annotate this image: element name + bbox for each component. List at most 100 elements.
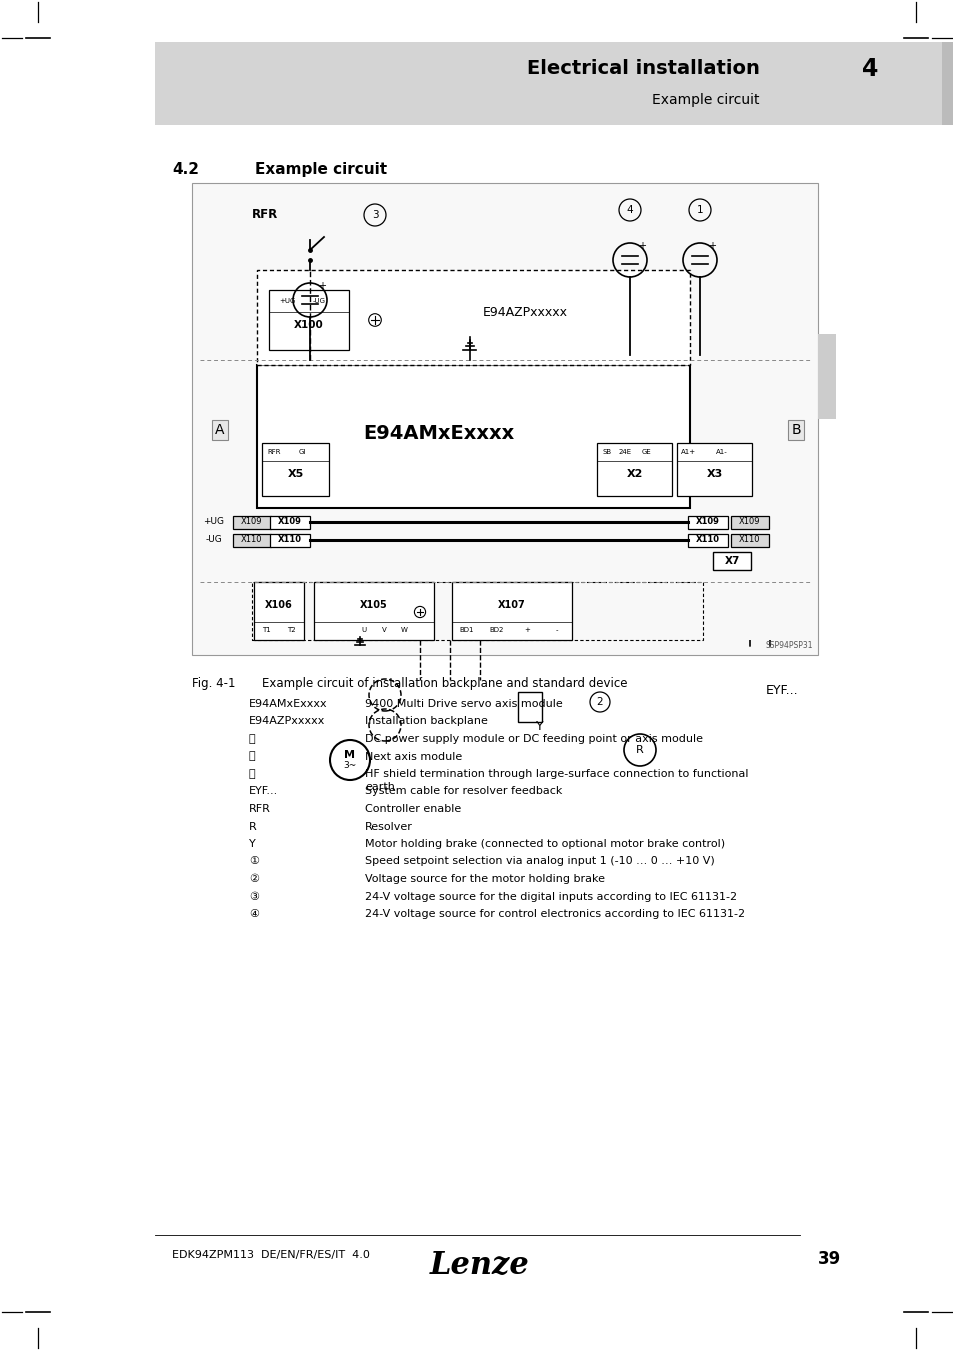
Bar — [730, 533, 768, 547]
Bar — [269, 290, 349, 350]
Text: SSP94PSP31: SSP94PSP31 — [764, 641, 812, 649]
Text: ⌰: ⌰ — [249, 769, 255, 779]
Text: X107: X107 — [497, 599, 525, 610]
Text: 3~: 3~ — [343, 761, 356, 771]
Text: +UG: +UG — [203, 517, 224, 526]
Bar — [517, 693, 541, 722]
Text: +: + — [523, 626, 529, 633]
Text: M: M — [344, 751, 355, 760]
Text: Next axis module: Next axis module — [365, 752, 462, 761]
Text: X110: X110 — [696, 536, 720, 544]
Text: EYF...: EYF... — [764, 683, 797, 697]
Text: X109: X109 — [696, 517, 720, 526]
Bar — [262, 443, 329, 495]
Bar — [233, 516, 271, 528]
Text: RFR: RFR — [249, 805, 271, 814]
Bar — [256, 364, 689, 508]
Text: W: W — [400, 626, 407, 633]
Text: 4: 4 — [861, 57, 878, 81]
Text: 9400 Multi Drive servo axis module: 9400 Multi Drive servo axis module — [365, 699, 562, 709]
Text: X110: X110 — [277, 536, 302, 544]
Text: ①: ① — [249, 856, 258, 867]
Bar — [687, 516, 727, 528]
Bar — [270, 533, 310, 547]
Text: GE: GE — [641, 450, 651, 455]
Text: X2: X2 — [626, 468, 642, 479]
Bar — [253, 582, 304, 640]
Bar — [256, 270, 689, 364]
Text: T1: T1 — [262, 626, 271, 633]
Bar — [252, 582, 702, 640]
Text: X109: X109 — [241, 517, 262, 526]
Text: Resolver: Resolver — [365, 822, 413, 832]
Text: Motor holding brake (connected to optional motor brake control): Motor holding brake (connected to option… — [365, 838, 724, 849]
Text: X7: X7 — [723, 556, 739, 566]
Text: Fig. 4-1: Fig. 4-1 — [192, 676, 235, 690]
Text: E94AMxExxxx: E94AMxExxxx — [363, 424, 514, 443]
Text: +: + — [317, 281, 326, 292]
Text: Installation backplane: Installation backplane — [365, 717, 487, 726]
Text: EDK94ZPM113  DE/EN/FR/ES/IT  4.0: EDK94ZPM113 DE/EN/FR/ES/IT 4.0 — [172, 1250, 370, 1260]
Text: ②: ② — [249, 873, 258, 884]
Bar — [687, 533, 727, 547]
Text: 2: 2 — [596, 697, 602, 707]
Text: DC power supply module or DC feeding point or axis module: DC power supply module or DC feeding poi… — [365, 734, 702, 744]
Text: Electrical installation: Electrical installation — [527, 59, 760, 78]
Text: BD2: BD2 — [489, 626, 503, 633]
Text: 4.2: 4.2 — [172, 162, 199, 177]
Text: B: B — [790, 423, 800, 437]
Text: GI: GI — [298, 450, 305, 455]
Text: EYF...: EYF... — [249, 787, 278, 796]
Text: X106: X106 — [265, 599, 293, 610]
Text: +: + — [707, 242, 716, 251]
Bar — [730, 516, 768, 528]
Text: Example circuit: Example circuit — [652, 93, 760, 107]
Text: RFR: RFR — [252, 208, 278, 221]
Text: E94AMxExxxx: E94AMxExxxx — [249, 699, 327, 709]
Bar — [597, 443, 671, 495]
Text: Ⓑ: Ⓑ — [249, 752, 255, 761]
Text: E94AZPxxxxx: E94AZPxxxxx — [482, 306, 567, 319]
Text: Example circuit of installation backplane and standard device: Example circuit of installation backplan… — [262, 676, 627, 690]
Text: X100: X100 — [294, 320, 323, 329]
Text: Voltage source for the motor holding brake: Voltage source for the motor holding bra… — [365, 873, 604, 884]
Text: A1+: A1+ — [680, 450, 696, 455]
Text: -UG: -UG — [206, 536, 222, 544]
Text: RFR: RFR — [267, 450, 280, 455]
Text: 24E: 24E — [618, 450, 631, 455]
Text: SB: SB — [601, 450, 611, 455]
Text: X3: X3 — [705, 468, 721, 479]
Bar — [192, 184, 817, 655]
Text: Y: Y — [536, 721, 543, 733]
Text: X110: X110 — [739, 536, 760, 544]
Text: earth: earth — [365, 782, 395, 792]
Text: +UG: +UG — [278, 298, 294, 304]
Text: BD1: BD1 — [459, 626, 474, 633]
Bar — [270, 516, 310, 528]
Text: X109: X109 — [739, 517, 760, 526]
Text: T2: T2 — [287, 626, 295, 633]
Text: 39: 39 — [818, 1250, 841, 1268]
Text: X109: X109 — [277, 517, 301, 526]
Text: A: A — [215, 423, 225, 437]
Text: Ⓐ: Ⓐ — [249, 734, 255, 744]
Text: System cable for resolver feedback: System cable for resolver feedback — [365, 787, 561, 796]
Text: Lenze: Lenze — [430, 1250, 529, 1281]
Text: 1: 1 — [696, 205, 702, 215]
Bar — [817, 333, 835, 418]
Text: Example circuit: Example circuit — [254, 162, 387, 177]
Bar — [941, 42, 953, 126]
Text: X5: X5 — [287, 468, 303, 479]
Text: 4: 4 — [626, 205, 633, 215]
Text: A1-: A1- — [716, 450, 727, 455]
Text: +: + — [638, 242, 645, 251]
Text: -UG: -UG — [313, 298, 325, 304]
Text: R: R — [249, 822, 256, 832]
Text: ③: ③ — [249, 891, 258, 902]
Text: Speed setpoint selection via analog input 1 (-10 … 0 … +10 V): Speed setpoint selection via analog inpu… — [365, 856, 714, 867]
Text: V: V — [381, 626, 386, 633]
Text: Y: Y — [249, 838, 255, 849]
Bar — [314, 582, 434, 640]
Text: 24-V voltage source for the digital inputs according to IEC 61131-2: 24-V voltage source for the digital inpu… — [365, 891, 737, 902]
Bar — [677, 443, 751, 495]
